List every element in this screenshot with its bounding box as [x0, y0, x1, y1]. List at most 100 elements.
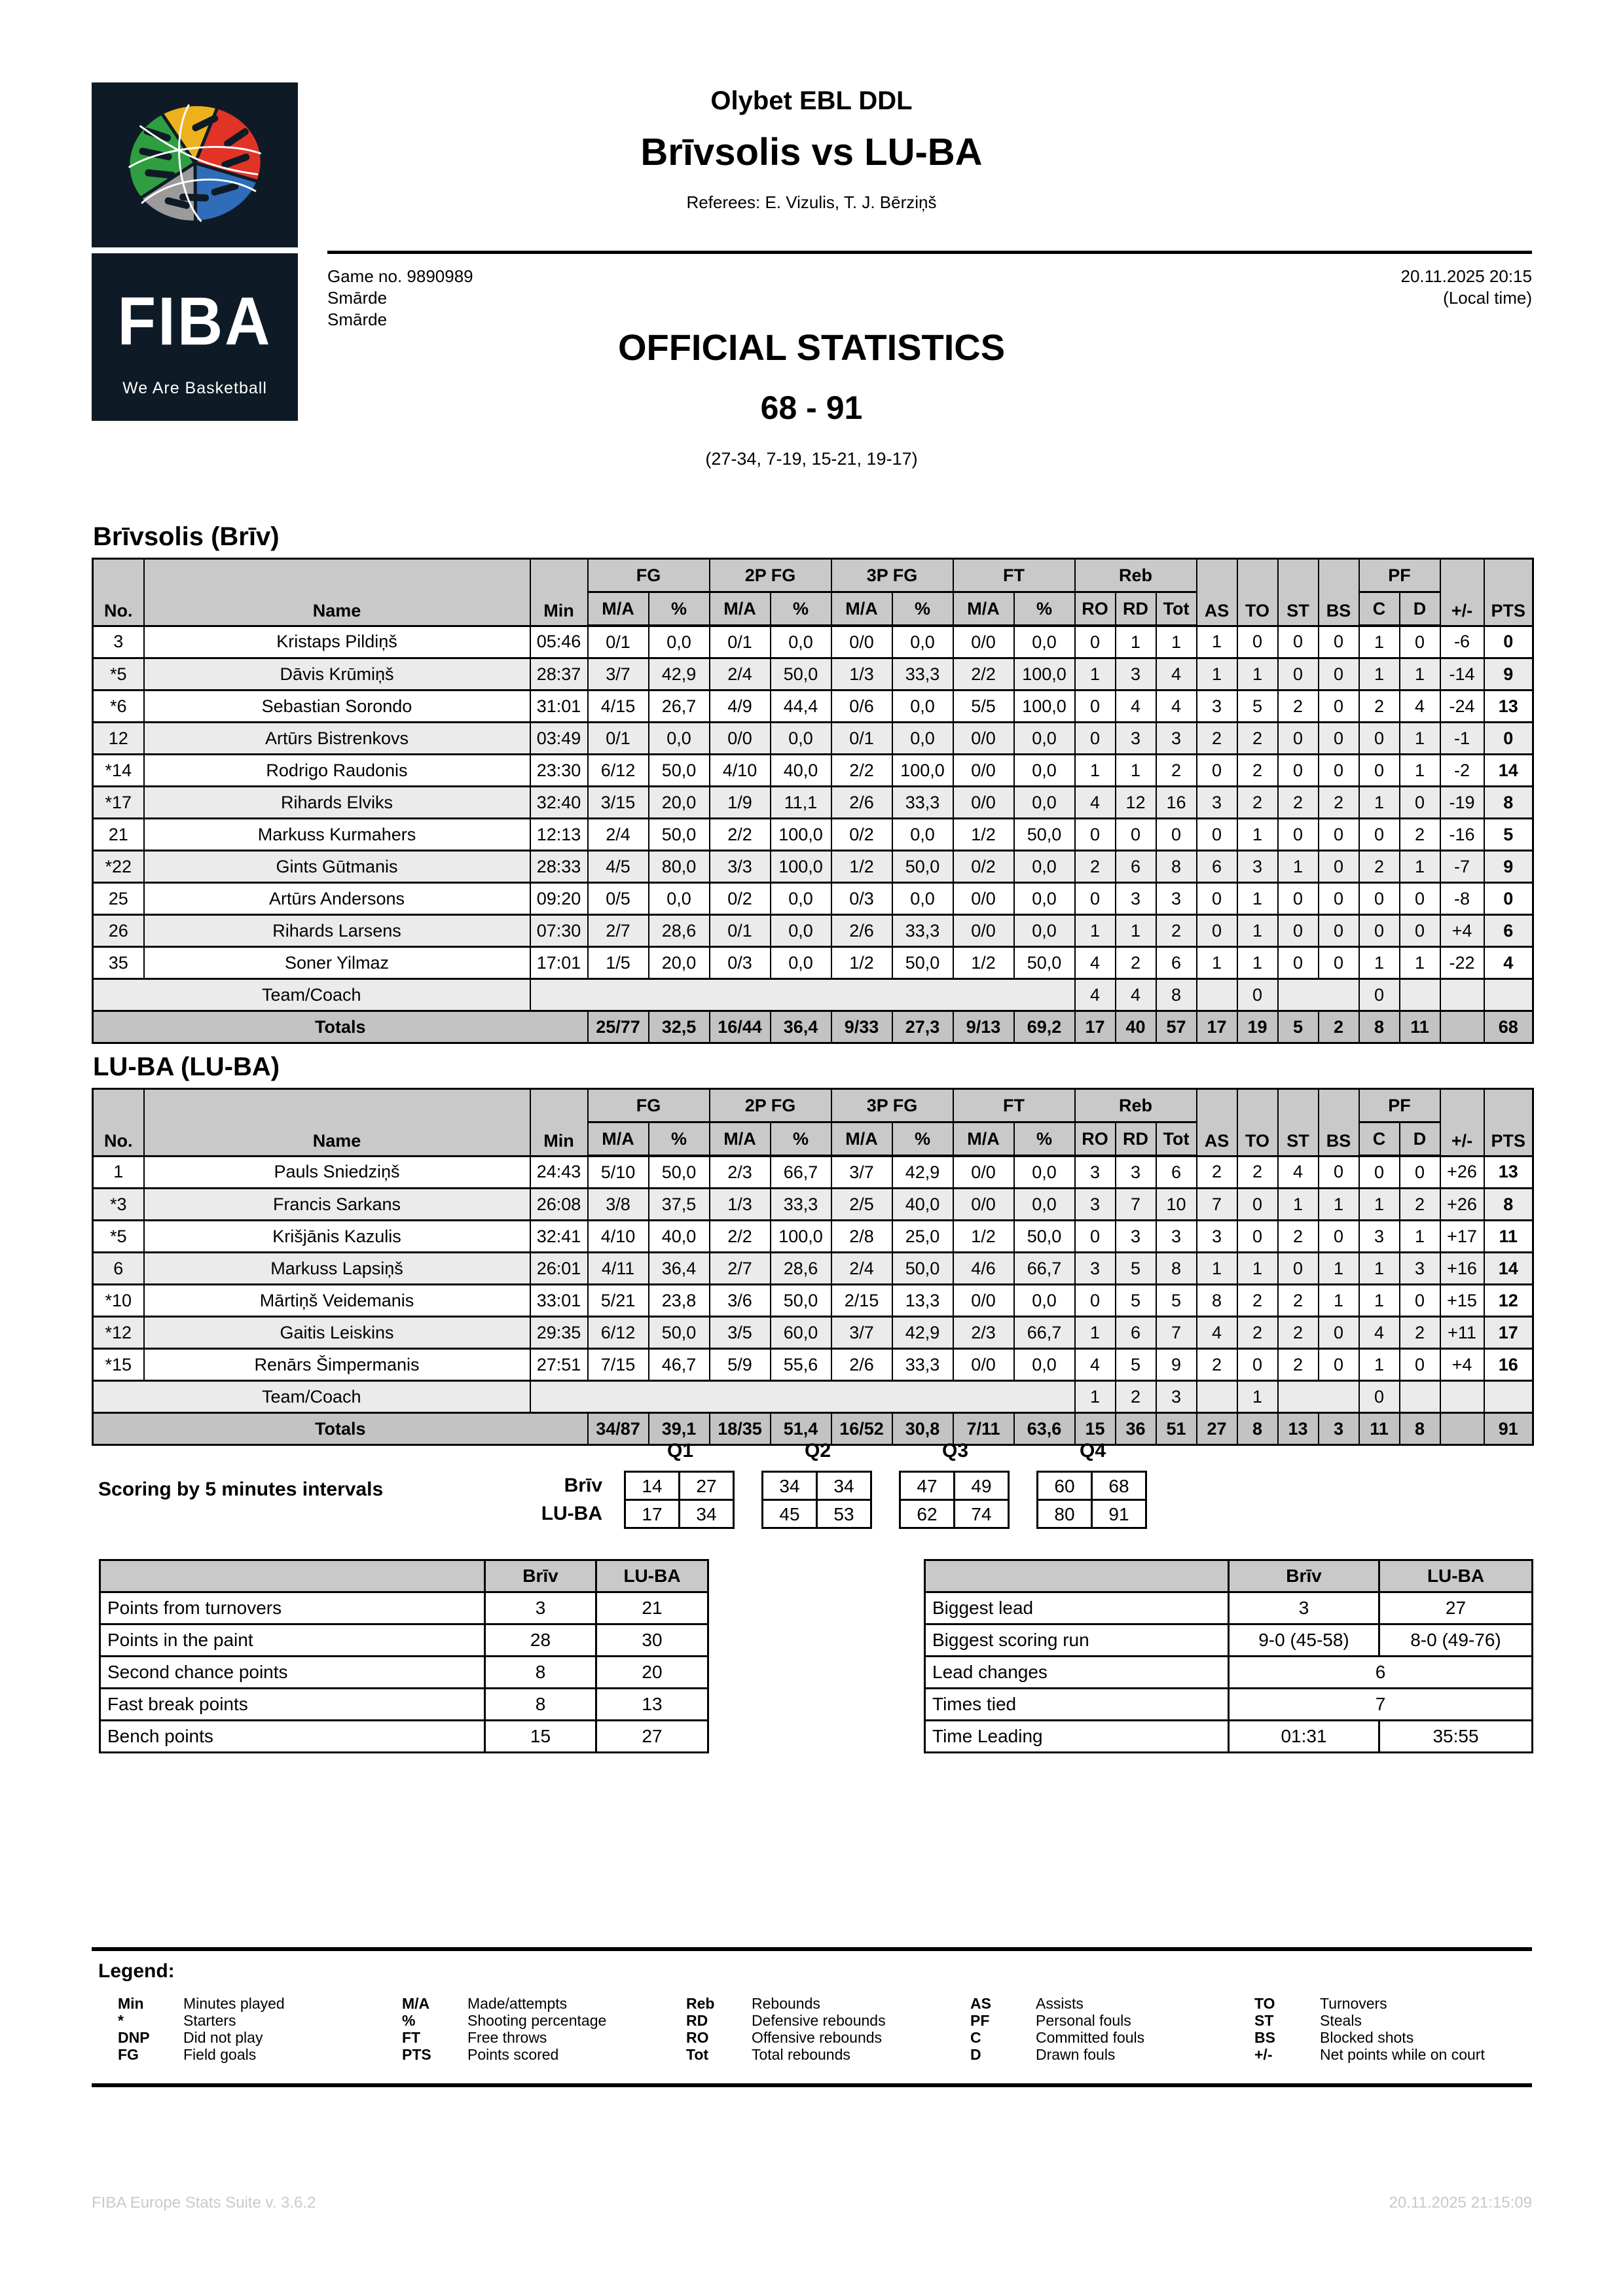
player-row: *10 Mārtiņš Veidemanis 33:01 5/21 23,8 3/6 50,…: [92, 1283, 1534, 1318]
player-fg3_pct: 33,3: [891, 914, 954, 948]
totals-c: 11: [1358, 1412, 1400, 1446]
totals-3p-pct: 30,8: [891, 1412, 954, 1446]
legend-divider-bottom: [92, 2083, 1532, 2087]
legend-entry: AS Assists: [970, 1995, 1254, 2012]
stat-luba: 8-0 (49-76): [1378, 1623, 1533, 1657]
player-fg3_pct: 100,0: [891, 753, 954, 787]
player-ft_pct: 0,0: [1013, 624, 1076, 659]
stat-luba: 21: [595, 1591, 709, 1625]
player-fg_pct: 0,0: [647, 624, 710, 659]
game-info-right: 20.11.2025 20:15 (Local time): [1401, 266, 1532, 309]
player-pts: 0: [1483, 721, 1534, 755]
report-header: Olybet EBL DDL Brīvsolis vs LU-BA Refere…: [0, 86, 1623, 213]
player-row: 26 Rihards Larsens 07:30 2/7 28,6 0/1 0,0 2/6 33…: [92, 914, 1534, 948]
legend-column: TO Turnovers ST Steals BS Blocked shots +/- Net…: [1254, 1995, 1539, 2063]
score-value: 27: [678, 1471, 735, 1501]
player-fg2_pct: 66,7: [769, 1155, 832, 1189]
player-tot: 10: [1155, 1187, 1197, 1221]
col-ro: RO: [1074, 1121, 1116, 1157]
col-tot: Tot: [1155, 591, 1197, 627]
player-fg2_ma: 0/3: [708, 946, 771, 980]
player-fg_ma: 4/10: [587, 1219, 649, 1253]
player-fg2_ma: 0/2: [708, 882, 771, 916]
score-box: 14 27: [624, 1471, 737, 1501]
stat-row: Bench points 15 27: [99, 1719, 709, 1753]
score-value: 17: [624, 1499, 680, 1529]
col-to: TO: [1236, 558, 1279, 627]
team-coach-rd: 4: [1114, 978, 1157, 1012]
legend-entry: % Shooting percentage: [402, 2012, 686, 2029]
player-ft_ma: 2/2: [952, 657, 1015, 691]
matchup-title: Brīvsolis vs LU-BA: [640, 131, 983, 173]
stat-label: Biggest scoring run: [924, 1623, 1230, 1657]
col-ft-pct: %: [1013, 1121, 1076, 1157]
player-fg_ma: 3/8: [587, 1187, 649, 1221]
game-datetime: 20.11.2025 20:15: [1400, 266, 1532, 286]
team-coach-pm: [1439, 978, 1485, 1012]
header-divider: [327, 251, 1532, 254]
player-ft_pct: 50,0: [1013, 1219, 1076, 1253]
player-pts: 4: [1483, 946, 1534, 980]
stat-row: Time Leading 01:31 35:55: [924, 1719, 1533, 1753]
player-tot: 3: [1155, 1219, 1197, 1253]
player-no: 25: [92, 882, 145, 916]
player-fg2_pct: 50,0: [769, 1283, 832, 1318]
totals-2p-pct: 51,4: [769, 1412, 832, 1446]
quarter-column: Q3 47 49 62 74: [899, 1437, 1012, 1529]
player-bs: 0: [1317, 882, 1360, 916]
legend-entry: TO Turnovers: [1254, 1995, 1539, 2012]
legend-desc: Blocked shots: [1320, 2029, 1414, 2046]
totals-rd: 36: [1114, 1412, 1157, 1446]
player-name: Rihards Elviks: [143, 785, 531, 819]
player-rd: 3: [1114, 1219, 1157, 1253]
legend-entry: D Drawn fouls: [970, 2046, 1254, 2063]
legend-entry: Tot Total rebounds: [686, 2046, 970, 2063]
player-row: *15 Renārs Šimpermanis 27:51 7/15 46,7 5/9 55,…: [92, 1348, 1534, 1382]
player-fg2_pct: 0,0: [769, 624, 832, 659]
totals-3p-pct: 27,3: [891, 1010, 954, 1044]
quarter-label: Q1: [666, 1440, 694, 1462]
totals-d: 11: [1398, 1010, 1441, 1044]
player-name: Gints Gūtmanis: [143, 850, 531, 884]
player-to: 0: [1236, 1348, 1279, 1382]
player-pts: 5: [1483, 817, 1534, 852]
player-ft_ma: 5/5: [952, 689, 1015, 723]
stat-row: Biggest scoring run 9-0 (45-58) 8-0 (49-…: [924, 1623, 1533, 1657]
quarter-column: Q4 60 68 80 91: [1036, 1437, 1149, 1529]
cmp-corner: [924, 1559, 1230, 1593]
player-fg_ma: 5/10: [587, 1155, 649, 1189]
player-rd: 5: [1114, 1283, 1157, 1318]
stat-row: Points from turnovers 3 21: [99, 1591, 709, 1625]
totals-label: Totals: [92, 1412, 589, 1446]
player-pts: 9: [1483, 657, 1534, 691]
score-value: 49: [953, 1471, 1010, 1501]
player-tot: 7: [1155, 1316, 1197, 1350]
totals-ft-pct: 63,6: [1013, 1412, 1076, 1446]
stat-briv: 01:31: [1228, 1719, 1380, 1753]
player-as: 2: [1195, 1155, 1238, 1189]
player-rd: 5: [1114, 1251, 1157, 1285]
player-row: *6 Sebastian Sorondo 31:01 4/15 26,7 4/9 44,4 0…: [92, 689, 1534, 723]
stat-briv: 28: [484, 1623, 597, 1657]
player-fg_ma: 4/5: [587, 850, 649, 884]
legend-desc: Turnovers: [1320, 1995, 1387, 2012]
player-fg2_pct: 0,0: [769, 721, 832, 755]
player-d: 1: [1398, 946, 1441, 980]
player-fg_pct: 50,0: [647, 1155, 710, 1189]
col-pts: PTS: [1483, 558, 1534, 627]
legend-entry: DNP Did not play: [118, 2029, 402, 2046]
team2-title: LU-BA (LU-BA): [93, 1052, 280, 1081]
player-name: Rihards Larsens: [143, 914, 531, 948]
venue-line-2: Smārde: [327, 310, 388, 329]
player-ro: 0: [1074, 817, 1116, 852]
player-fg2_pct: 50,0: [769, 657, 832, 691]
player-pts: 8: [1483, 785, 1534, 819]
stats-title: OFFICIAL STATISTICS: [617, 327, 1006, 368]
player-fg3_pct: 50,0: [891, 850, 954, 884]
player-ft_pct: 0,0: [1013, 1283, 1076, 1318]
player-to: 2: [1236, 753, 1279, 787]
player-fg2_pct: 100,0: [769, 1219, 832, 1253]
player-d: 0: [1398, 1155, 1441, 1189]
player-fg3_ma: 0/2: [830, 817, 893, 852]
player-fg3_pct: 33,3: [891, 1348, 954, 1382]
